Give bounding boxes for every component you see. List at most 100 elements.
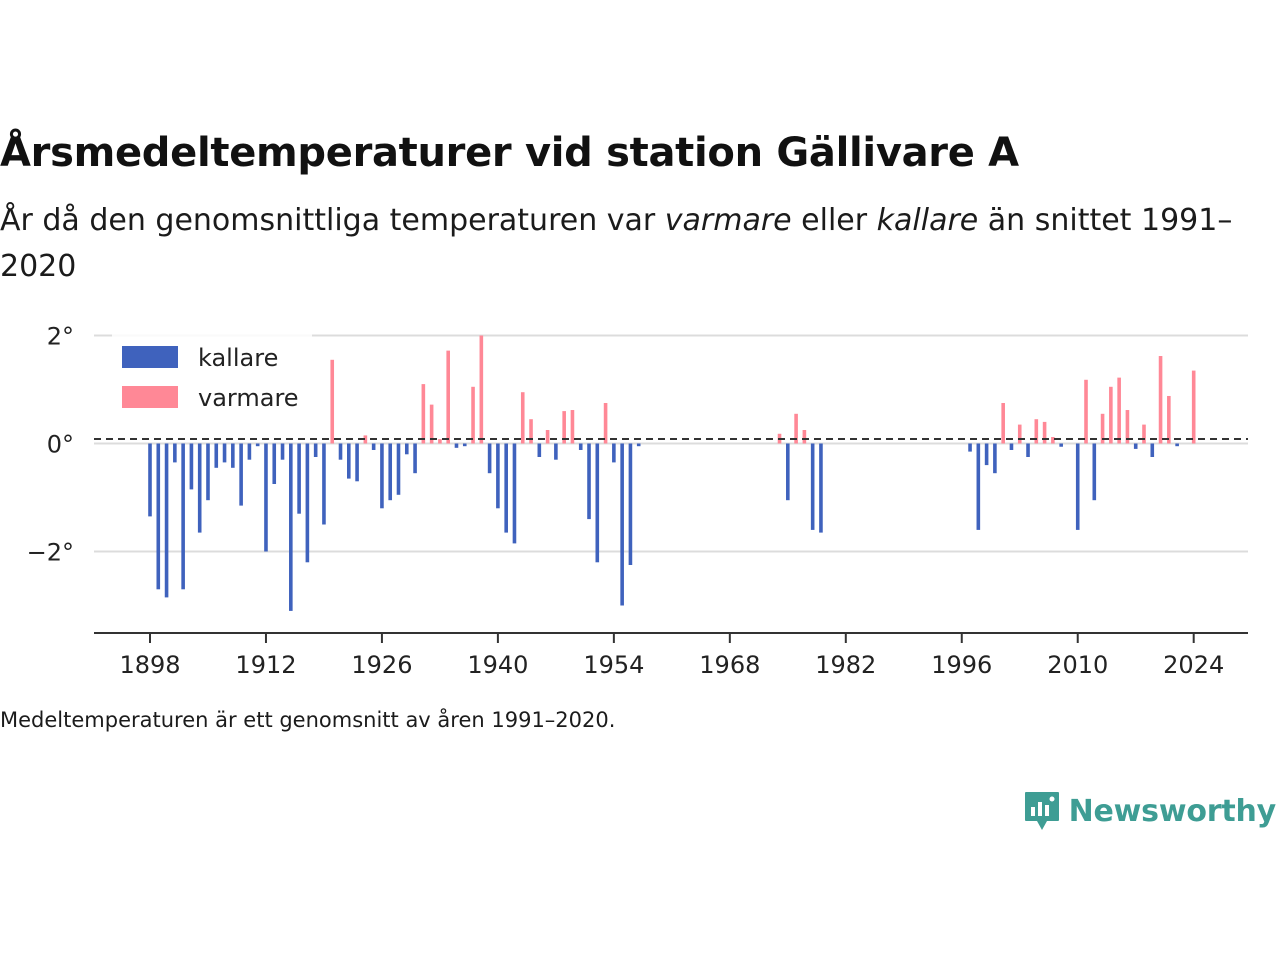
bar-warm — [529, 419, 533, 444]
x-axis: 1898 1912 1926 1940 1954 1968 1982 1996 2010 2024 — [94, 632, 1248, 679]
bar-cold — [380, 443, 384, 509]
bar-cold — [1059, 443, 1063, 447]
x-tick-label: 1968 — [699, 651, 760, 679]
subtitle-cold-word: kallare — [876, 203, 979, 238]
bar-cold — [786, 443, 790, 501]
subtitle-part-2: eller — [791, 203, 877, 238]
bar-warm — [1034, 419, 1039, 444]
bar-warm — [1142, 424, 1146, 444]
bar-cold — [396, 443, 401, 495]
y-axis-labels: 2° 0° −2° — [27, 323, 74, 567]
y-tick-label: 2° — [47, 323, 74, 351]
bar-warm — [1191, 370, 1196, 444]
bar-cold — [197, 443, 202, 533]
bar-warm — [1158, 356, 1163, 444]
bar-warm — [603, 403, 608, 444]
bar-warm — [1167, 395, 1171, 444]
bar-cold — [496, 443, 500, 509]
bar-cold — [620, 443, 624, 606]
bar-cold — [280, 443, 285, 460]
x-tick-label: 1996 — [931, 651, 992, 679]
bar-cold — [181, 443, 185, 590]
bar-cold — [810, 443, 815, 530]
bar-warm — [1084, 379, 1088, 444]
x-tick-label: 1912 — [235, 651, 296, 679]
bar-cold — [454, 443, 459, 448]
bar-warm — [794, 413, 798, 444]
chart-subtitle: År då den genomsnittliga temperaturen va… — [0, 198, 1240, 290]
bar-cold — [636, 443, 641, 447]
bar-warm — [562, 411, 566, 444]
subtitle-warm-word: varmare — [664, 203, 792, 238]
legend-label: kallare — [198, 344, 278, 372]
newsworthy-logo-icon — [1024, 792, 1059, 830]
bar-warm — [545, 430, 550, 444]
bar-warm — [1109, 386, 1113, 444]
bar-cold — [537, 443, 542, 457]
bar-cold — [819, 443, 823, 533]
bar-cold — [388, 443, 393, 501]
temperature-bar-chart: 1898 1912 1926 1940 1954 1968 1982 1996 2010 2024… — [27, 323, 1248, 679]
x-tick-label: 1982 — [815, 651, 876, 679]
bar-warm — [479, 335, 484, 444]
bar-cold — [612, 443, 616, 463]
footnote: Medeltemperaturen är ett genomsnitt av å… — [0, 708, 616, 732]
x-tick-label: 1898 — [119, 651, 180, 679]
x-tick-label: 1926 — [351, 651, 412, 679]
bar-warm — [1051, 437, 1055, 444]
x-tick-label: 2024 — [1163, 651, 1224, 679]
bar-cold — [239, 443, 243, 506]
bar-cold — [578, 443, 583, 450]
bar-warm — [363, 435, 368, 444]
bar-cold — [1175, 443, 1179, 447]
y-tick-label: −2° — [27, 539, 74, 567]
y-tick-label: 0° — [47, 431, 74, 459]
legend-swatch — [122, 386, 178, 408]
bar-cold — [148, 443, 152, 517]
bar-cold — [1133, 443, 1138, 449]
bar-cold — [255, 443, 260, 447]
bar-cold — [222, 443, 227, 463]
bar-warm — [570, 410, 575, 444]
bar-warm — [429, 404, 434, 444]
bar-warm — [1017, 424, 1022, 444]
bar-cold — [554, 443, 558, 460]
bar-cold — [305, 443, 310, 563]
subtitle-part-1: År då den genomsnittliga temperaturen va… — [0, 203, 665, 238]
subtitle-part-3: än snittet 1991–2020 — [0, 203, 1233, 284]
bar-cold — [313, 443, 318, 457]
bar-cold — [462, 443, 467, 447]
bar-cold — [595, 443, 600, 563]
bar-cold — [338, 443, 343, 460]
bar-cold — [1075, 443, 1080, 530]
bar-cold — [976, 443, 981, 530]
bar-warm — [438, 439, 442, 444]
bar-cold — [984, 443, 989, 466]
bar-cold — [173, 443, 177, 463]
bar-warm — [802, 430, 807, 444]
bar-cold — [322, 443, 326, 525]
bar-cold — [1009, 443, 1014, 450]
brand-logo[interactable]: Newsworthy — [1023, 790, 1276, 832]
bar-cold — [264, 443, 268, 552]
bar-cold — [968, 443, 972, 452]
bars — [148, 335, 1196, 611]
bar-cold — [289, 443, 293, 611]
x-tick-label: 2010 — [1047, 651, 1108, 679]
bar-cold — [487, 443, 492, 474]
bar-cold — [156, 443, 161, 590]
bar-warm — [330, 359, 335, 444]
bar-warm — [471, 386, 475, 444]
bar-cold — [355, 443, 359, 482]
bar-cold — [404, 443, 409, 455]
bar-cold — [206, 443, 210, 501]
bar-cold — [297, 443, 301, 514]
bar-cold — [164, 443, 169, 598]
bar-warm — [520, 392, 525, 444]
bar-cold — [231, 443, 235, 468]
bar-cold — [189, 443, 194, 490]
x-tick-label: 1940 — [467, 651, 528, 679]
bar-warm — [421, 384, 426, 444]
bar-cold — [413, 443, 417, 474]
bar-warm — [1125, 410, 1130, 444]
